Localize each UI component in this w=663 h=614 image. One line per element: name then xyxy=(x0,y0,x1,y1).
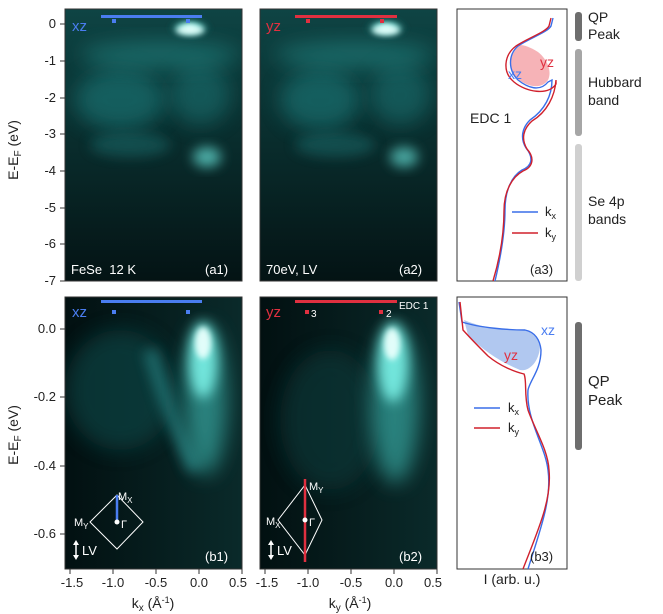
panel-b1-frame xyxy=(64,296,243,570)
b2-cut3-label: 3 xyxy=(311,309,317,320)
svg-text:QP: QP xyxy=(588,9,608,25)
a2-pol-label: yz xyxy=(266,18,281,35)
a3-yz-label: yz xyxy=(540,54,554,70)
svg-text:0: 0 xyxy=(49,16,56,31)
a1-note: FeSe 12 K xyxy=(71,262,136,277)
edc-x-label: I (arb. u.) xyxy=(484,571,541,587)
b3-curve-ky xyxy=(459,301,551,570)
top-y-axis: 0 -1 -2 -3 -4 -5 -6 -7 E-EF (eV) xyxy=(5,16,65,288)
b1-cut-bar xyxy=(101,300,202,314)
a3-edc-label: EDC 1 xyxy=(470,110,511,126)
svg-text:ky: ky xyxy=(508,420,520,437)
panel-b3-curves xyxy=(458,301,551,570)
svg-text:-0.5: -0.5 xyxy=(145,575,167,590)
b1-tag: (b1) xyxy=(205,549,228,564)
panel-a1-map xyxy=(65,9,242,281)
svg-text:-7: -7 xyxy=(44,273,56,288)
svg-text:-0.4: -0.4 xyxy=(34,458,56,473)
panel-a2-map xyxy=(260,9,437,281)
bracket-se4p: Se 4p bands xyxy=(575,144,626,281)
b3-legend: kx ky xyxy=(474,400,520,437)
bottom-y-axis: 0.0 -0.2 -0.4 -0.6 E-EF (eV) xyxy=(5,321,65,541)
panel-a1-frame xyxy=(64,8,243,282)
bracket-qp-bottom: QP Peak xyxy=(575,322,623,450)
a2-cut-bar xyxy=(295,15,397,23)
a3-difference-fill xyxy=(510,45,550,87)
svg-text:-1: -1 xyxy=(44,53,56,68)
a3-curve-ky xyxy=(492,17,557,282)
svg-text:QP: QP xyxy=(588,373,610,390)
svg-text:-0.2: -0.2 xyxy=(34,389,56,404)
b2-lv-marker: LV xyxy=(268,540,292,560)
b1-gamma: Γ xyxy=(121,519,127,531)
svg-text:kx: kx xyxy=(508,400,520,417)
svg-text:-1.0: -1.0 xyxy=(102,575,124,590)
svg-text:-1.5: -1.5 xyxy=(61,575,83,590)
b2-tag: (b2) xyxy=(399,549,422,564)
svg-text:kx (Å-1): kx (Å-1) xyxy=(132,595,175,614)
b3-yz-label: yz xyxy=(504,347,518,363)
b2-x-axis: -1.5 -1.0 -0.5 0.0 0.5 ky (Å-1) xyxy=(256,569,442,614)
svg-text:-0.6: -0.6 xyxy=(34,526,56,541)
b2-cut2-label: 2 xyxy=(386,309,392,320)
b2-bz-inset: MY MX Γ xyxy=(266,479,324,562)
svg-text:-6: -6 xyxy=(44,236,56,251)
b2-gamma: Γ xyxy=(309,517,315,529)
b1-lv-marker: LV xyxy=(73,540,97,560)
b3-tag: (b3) xyxy=(530,549,553,564)
a1-pol-label: xz xyxy=(72,18,87,35)
svg-text:Peak: Peak xyxy=(588,392,623,409)
svg-text:0.0: 0.0 xyxy=(190,575,208,590)
a3-tag: (a3) xyxy=(530,262,553,277)
b2-cut-bar xyxy=(295,300,397,314)
b2-pol-label: yz xyxy=(266,304,281,321)
b2-edc-tag: EDC 1 xyxy=(399,301,429,312)
svg-text:-2: -2 xyxy=(44,90,56,105)
svg-text:band: band xyxy=(588,92,619,108)
a1-tag: (a1) xyxy=(205,262,228,277)
panel-b1-map xyxy=(65,297,242,569)
svg-text:Hubbard: Hubbard xyxy=(588,74,642,90)
svg-text:0.5: 0.5 xyxy=(424,575,442,590)
panel-a2-frame xyxy=(259,8,438,282)
svg-text:LV: LV xyxy=(82,543,97,558)
svg-text:-3: -3 xyxy=(44,126,56,141)
svg-text:bands: bands xyxy=(588,211,626,227)
b1-pol-label: xz xyxy=(72,304,87,321)
svg-text:-4: -4 xyxy=(44,163,56,178)
svg-text:0.5: 0.5 xyxy=(229,575,247,590)
svg-text:-5: -5 xyxy=(44,200,56,215)
panel-b2-map xyxy=(260,297,437,569)
svg-text:Se 4p: Se 4p xyxy=(588,193,625,209)
svg-text:-1.0: -1.0 xyxy=(297,575,319,590)
svg-text:E-EF (eV): E-EF (eV) xyxy=(5,120,24,180)
panel-b2-frame xyxy=(259,296,438,570)
panel-a3-curves xyxy=(492,17,557,282)
svg-text:ky (Å-1): ky (Å-1) xyxy=(329,595,372,614)
svg-text:Peak: Peak xyxy=(588,26,621,42)
a2-tag: (a2) xyxy=(399,262,422,277)
svg-text:-0.5: -0.5 xyxy=(340,575,362,590)
b1-x-axis: -1.5 -1.0 -0.5 0.0 0.5 kx (Å-1) xyxy=(61,569,247,614)
a2-note: 70eV, LV xyxy=(266,262,318,277)
bracket-qp-top: QP Peak xyxy=(575,9,621,42)
a3-legend: kx ky xyxy=(512,204,557,242)
svg-text:ky: ky xyxy=(545,225,557,242)
svg-text:LV: LV xyxy=(277,543,292,558)
a1-cut-bar xyxy=(101,15,202,23)
svg-text:0.0: 0.0 xyxy=(385,575,403,590)
a3-xz-label: xz xyxy=(508,66,522,82)
bracket-hubbard: Hubbard band xyxy=(575,49,642,136)
svg-text:-1.5: -1.5 xyxy=(256,575,278,590)
b3-difference-fill xyxy=(464,320,540,371)
svg-text:E-EF (eV): E-EF (eV) xyxy=(5,405,24,465)
b3-xz-label: xz xyxy=(541,322,555,338)
svg-text:0.0: 0.0 xyxy=(38,321,56,336)
svg-text:kx: kx xyxy=(545,204,557,221)
